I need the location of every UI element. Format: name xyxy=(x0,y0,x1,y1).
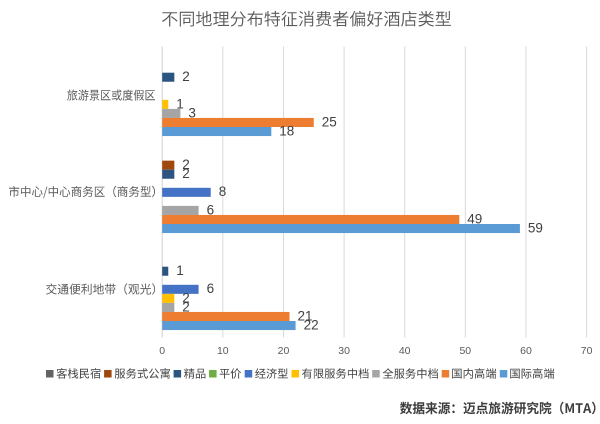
svg-text:30: 30 xyxy=(338,345,350,357)
svg-text:22: 22 xyxy=(304,317,319,332)
svg-text:1: 1 xyxy=(176,96,184,111)
svg-text:18: 18 xyxy=(279,123,294,138)
svg-text:8: 8 xyxy=(219,184,227,199)
svg-text:2: 2 xyxy=(182,166,190,181)
svg-text:6: 6 xyxy=(207,281,215,296)
svg-text:49: 49 xyxy=(467,211,482,226)
svg-text:59: 59 xyxy=(528,220,543,235)
svg-text:40: 40 xyxy=(399,345,411,357)
svg-text:2: 2 xyxy=(182,69,190,84)
svg-text:50: 50 xyxy=(459,345,471,357)
svg-text:1: 1 xyxy=(176,263,184,278)
svg-text:60: 60 xyxy=(520,345,532,357)
svg-text:2: 2 xyxy=(182,157,190,172)
svg-text:20: 20 xyxy=(278,345,290,357)
svg-text:3: 3 xyxy=(188,105,196,120)
svg-text:6: 6 xyxy=(207,202,215,217)
svg-text:2: 2 xyxy=(182,290,190,305)
svg-text:21: 21 xyxy=(298,308,313,323)
svg-text:10: 10 xyxy=(217,345,229,357)
svg-text:2: 2 xyxy=(182,299,190,314)
svg-text:70: 70 xyxy=(581,345,593,357)
svg-text:0: 0 xyxy=(159,345,165,357)
svg-text:25: 25 xyxy=(322,114,337,129)
